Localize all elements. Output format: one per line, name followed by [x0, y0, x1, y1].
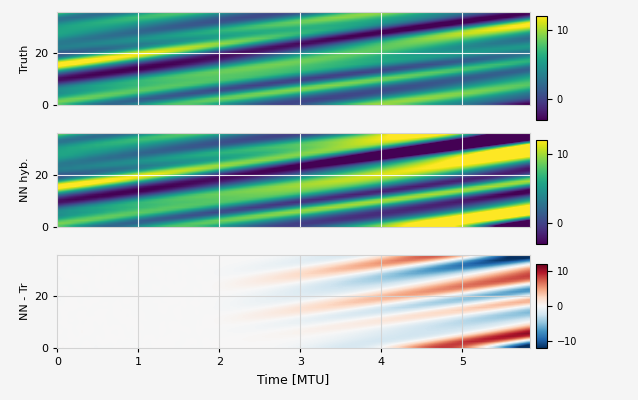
- Y-axis label: Truth: Truth: [20, 44, 30, 73]
- Y-axis label: NN - Tr: NN - Tr: [20, 282, 30, 320]
- Y-axis label: NN hyb.: NN hyb.: [20, 158, 30, 202]
- X-axis label: Time [MTU]: Time [MTU]: [257, 372, 330, 386]
